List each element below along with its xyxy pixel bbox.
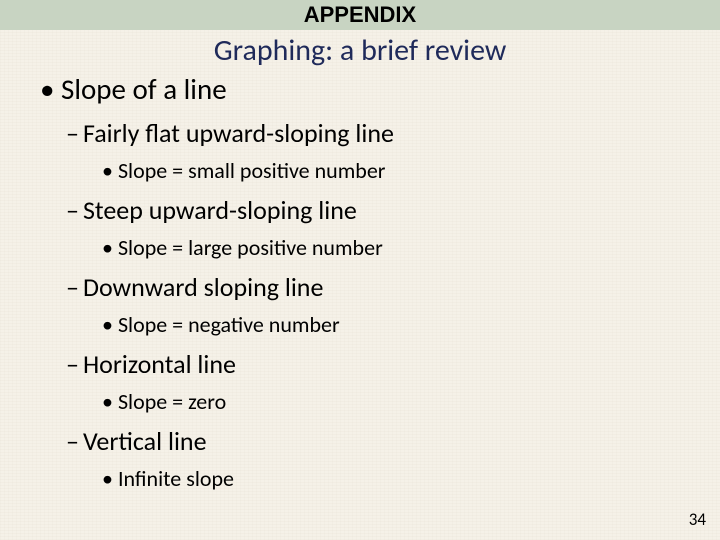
item-label: Vertical line [83,425,207,457]
content-area: Slope of a line –Fairly flat upward-slop… [0,71,720,492]
list-item: –Steep upward-sloping line [30,194,700,226]
item-label: Fairly flat upward-sloping line [83,117,394,149]
list-subitem: Slope = small positive number [30,157,700,184]
list-subitem: Slope = negative number [30,311,700,338]
item-label: Horizontal line [83,348,236,380]
list-item: –Horizontal line [30,348,700,380]
item-label: Steep upward-sloping line [83,194,357,226]
item-label: Downward sloping line [83,271,323,303]
list-subitem: Infinite slope [30,465,700,492]
list-item: –Downward sloping line [30,271,700,303]
list-item: –Vertical line [30,425,700,457]
banner-label: APPENDIX [304,2,416,27]
list-subitem: Slope = zero [30,388,700,415]
appendix-banner: APPENDIX [0,0,720,30]
level1-heading: Slope of a line [30,71,700,107]
slide-title: Graphing: a brief review [0,32,720,69]
page-number: 34 [689,509,706,530]
list-subitem: Slope = large positive number [30,234,700,261]
list-item: –Fairly flat upward-sloping line [30,117,700,149]
